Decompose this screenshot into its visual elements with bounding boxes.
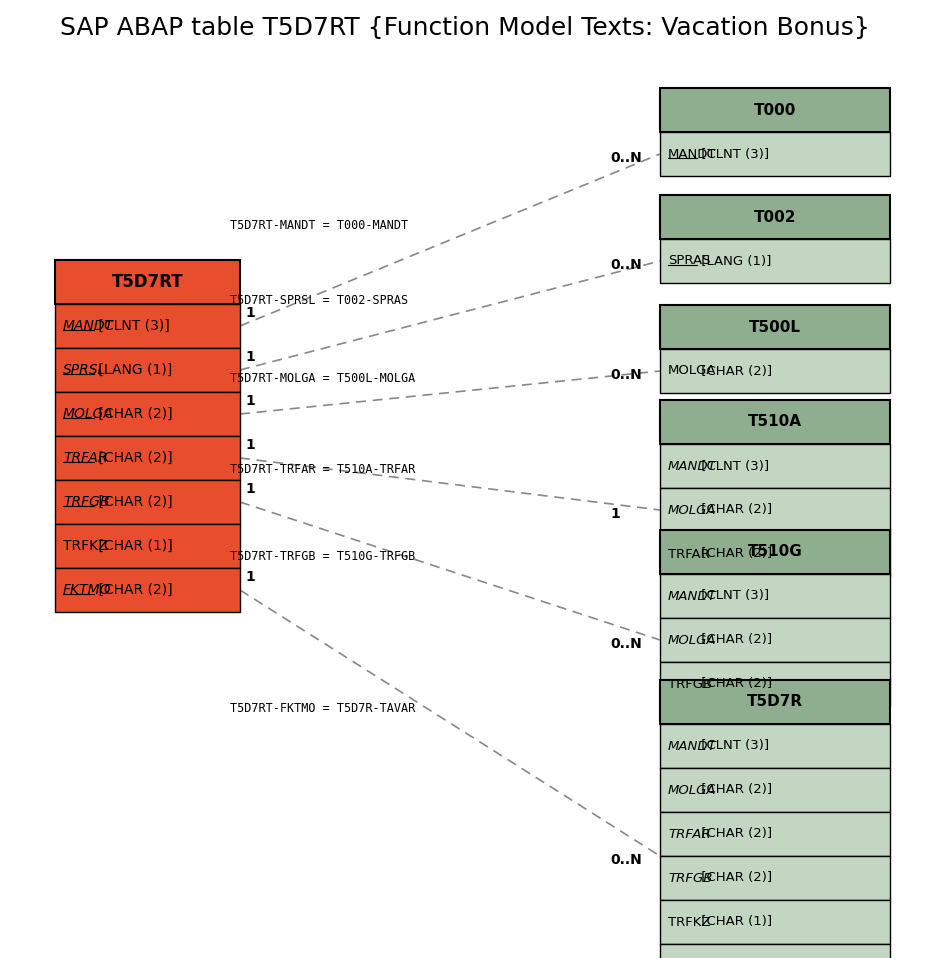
- Bar: [659, 88, 889, 132]
- Bar: [659, 195, 889, 239]
- Text: 0..N: 0..N: [610, 637, 641, 651]
- Text: SPRAS: SPRAS: [667, 255, 710, 267]
- Text: T5D7RT-SPRSL = T002-SPRAS: T5D7RT-SPRSL = T002-SPRAS: [230, 294, 407, 308]
- Text: [CLNT (3)]: [CLNT (3)]: [94, 319, 170, 333]
- Text: TRFKZ: TRFKZ: [63, 539, 108, 553]
- Bar: [659, 532, 889, 576]
- Text: MANDT: MANDT: [667, 148, 715, 161]
- Bar: [659, 132, 889, 176]
- Bar: [55, 568, 239, 612]
- Bar: [659, 724, 889, 768]
- Bar: [55, 480, 239, 524]
- Text: 1: 1: [245, 306, 254, 320]
- Text: TRFGB: TRFGB: [667, 677, 712, 691]
- Text: 1: 1: [245, 482, 254, 496]
- Text: TRFAR: TRFAR: [63, 451, 108, 465]
- Text: T510G: T510G: [747, 544, 802, 559]
- Bar: [55, 436, 239, 480]
- Bar: [659, 944, 889, 958]
- Text: FKTMO: FKTMO: [63, 583, 111, 597]
- Text: TRFGB: TRFGB: [63, 495, 110, 509]
- Bar: [659, 530, 889, 574]
- Bar: [659, 856, 889, 900]
- Text: [CHAR (2)]: [CHAR (2)]: [94, 583, 173, 597]
- Text: MOLGA: MOLGA: [667, 784, 715, 796]
- Text: [CHAR (2)]: [CHAR (2)]: [697, 828, 772, 840]
- Text: MOLGA: MOLGA: [667, 504, 715, 516]
- Text: [CLNT (3)]: [CLNT (3)]: [697, 589, 768, 603]
- Text: 0..N: 0..N: [610, 853, 641, 867]
- Text: [CHAR (2)]: [CHAR (2)]: [697, 677, 772, 691]
- Text: [CHAR (2)]: [CHAR (2)]: [697, 784, 772, 796]
- Text: SAP ABAP table T5D7RT {Function Model Texts: Vacation Bonus}: SAP ABAP table T5D7RT {Function Model Te…: [59, 16, 869, 40]
- Text: 1: 1: [245, 394, 254, 408]
- Bar: [659, 662, 889, 706]
- Text: T5D7RT-TRFAR = T510A-TRFAR: T5D7RT-TRFAR = T510A-TRFAR: [230, 463, 415, 476]
- Text: TRFKZ: TRFKZ: [667, 916, 710, 928]
- Text: TRFAR: TRFAR: [667, 548, 709, 560]
- Bar: [55, 260, 239, 304]
- Text: 1: 1: [245, 570, 254, 584]
- Text: MOLGA: MOLGA: [667, 633, 715, 647]
- Bar: [659, 239, 889, 283]
- Text: T5D7RT-MOLGA = T500L-MOLGA: T5D7RT-MOLGA = T500L-MOLGA: [230, 372, 415, 384]
- Bar: [659, 618, 889, 662]
- Text: T500L: T500L: [748, 320, 800, 334]
- Text: T5D7RT-TRFGB = T510G-TRFGB: T5D7RT-TRFGB = T510G-TRFGB: [230, 550, 415, 563]
- Bar: [55, 304, 239, 348]
- Bar: [55, 348, 239, 392]
- Bar: [659, 900, 889, 944]
- Text: 1: 1: [610, 507, 619, 521]
- Text: [CHAR (2)]: [CHAR (2)]: [697, 633, 772, 647]
- Bar: [659, 488, 889, 532]
- Text: [CHAR (2)]: [CHAR (2)]: [697, 872, 772, 884]
- Text: [CLNT (3)]: [CLNT (3)]: [697, 740, 768, 752]
- Text: [CHAR (1)]: [CHAR (1)]: [94, 539, 173, 553]
- Text: 0..N: 0..N: [610, 368, 641, 382]
- Text: [CHAR (2)]: [CHAR (2)]: [94, 495, 173, 509]
- Text: [CLNT (3)]: [CLNT (3)]: [697, 460, 768, 472]
- Text: [LANG (1)]: [LANG (1)]: [94, 363, 172, 377]
- Bar: [659, 574, 889, 618]
- Text: MANDT: MANDT: [63, 319, 114, 333]
- Text: 1: 1: [245, 438, 254, 452]
- Text: [CLNT (3)]: [CLNT (3)]: [697, 148, 768, 161]
- Bar: [659, 812, 889, 856]
- Text: MANDT: MANDT: [667, 460, 716, 472]
- Text: [CHAR (2)]: [CHAR (2)]: [697, 364, 772, 377]
- Text: [CHAR (1)]: [CHAR (1)]: [697, 916, 772, 928]
- Text: 1: 1: [245, 350, 254, 364]
- Bar: [659, 400, 889, 444]
- Bar: [659, 680, 889, 724]
- Text: [CHAR (2)]: [CHAR (2)]: [697, 548, 772, 560]
- Text: SPRSL: SPRSL: [63, 363, 106, 377]
- Text: MOLGA: MOLGA: [667, 364, 715, 377]
- Bar: [659, 768, 889, 812]
- Text: [CHAR (2)]: [CHAR (2)]: [697, 504, 772, 516]
- Text: [CHAR (2)]: [CHAR (2)]: [94, 451, 173, 465]
- Bar: [55, 392, 239, 436]
- Text: T5D7R: T5D7R: [746, 695, 802, 710]
- Text: T510A: T510A: [747, 415, 801, 429]
- Text: 0..N: 0..N: [610, 258, 641, 272]
- Text: [CHAR (2)]: [CHAR (2)]: [94, 407, 173, 421]
- Text: MANDT: MANDT: [667, 740, 716, 752]
- Text: [LANG (1)]: [LANG (1)]: [697, 255, 771, 267]
- Text: MANDT: MANDT: [667, 589, 716, 603]
- Text: T002: T002: [753, 210, 795, 224]
- Text: T5D7RT-FKTMO = T5D7R-TAVAR: T5D7RT-FKTMO = T5D7R-TAVAR: [230, 702, 415, 715]
- Text: TRFAR: TRFAR: [667, 828, 710, 840]
- Text: T5D7RT: T5D7RT: [111, 273, 183, 291]
- Text: T000: T000: [753, 103, 795, 118]
- Bar: [55, 524, 239, 568]
- Text: 0..N: 0..N: [610, 151, 641, 165]
- Bar: [659, 305, 889, 349]
- Text: MOLGA: MOLGA: [63, 407, 114, 421]
- Text: TRFGB: TRFGB: [667, 872, 712, 884]
- Bar: [659, 349, 889, 393]
- Text: T5D7RT-MANDT = T000-MANDT: T5D7RT-MANDT = T000-MANDT: [230, 219, 407, 232]
- Bar: [659, 444, 889, 488]
